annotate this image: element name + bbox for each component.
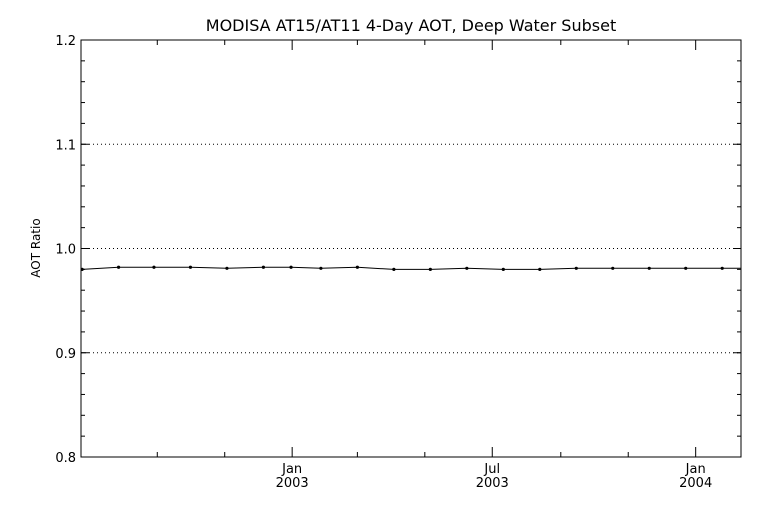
data-point xyxy=(501,267,505,271)
data-point xyxy=(80,267,84,271)
data-point xyxy=(574,266,578,270)
x-tick-label-month: Jan xyxy=(685,462,706,477)
data-point xyxy=(355,265,359,269)
series-line xyxy=(81,266,741,270)
data-point xyxy=(188,265,193,269)
x-tick-label-month: Jul xyxy=(483,462,500,477)
data-point xyxy=(261,265,266,269)
chart-title: MODISA AT15/AT11 4-Day AOT, Deep Water S… xyxy=(206,16,616,35)
plot-frame xyxy=(80,39,742,458)
gridlines xyxy=(81,143,741,354)
data-point xyxy=(538,267,542,271)
data-point xyxy=(720,266,724,270)
data-point xyxy=(116,265,121,269)
x-tick-label-year: 2004 xyxy=(679,476,712,491)
data-point xyxy=(647,266,651,270)
data-point xyxy=(684,266,688,270)
y-tick-label: 1.2 xyxy=(55,34,76,49)
y-axis-label: AOT Ratio xyxy=(29,218,43,277)
x-tick-label-year: 2003 xyxy=(276,476,309,491)
data-point xyxy=(289,265,293,269)
y-tick-label: 0.8 xyxy=(55,451,76,466)
data-point xyxy=(152,265,156,269)
data-point xyxy=(465,266,469,270)
data-point xyxy=(225,266,229,270)
y-tick-label: 1.0 xyxy=(55,243,76,258)
data-series xyxy=(80,265,741,271)
data-point xyxy=(428,267,432,271)
data-point xyxy=(611,266,615,270)
data-point xyxy=(392,267,396,271)
data-point xyxy=(319,266,323,270)
y-tick-label: 0.9 xyxy=(55,347,76,362)
y-tick-label: 1.1 xyxy=(55,138,76,153)
x-tick-label-month: Jan xyxy=(281,462,302,477)
x-tick-label-year: 2003 xyxy=(476,476,509,491)
